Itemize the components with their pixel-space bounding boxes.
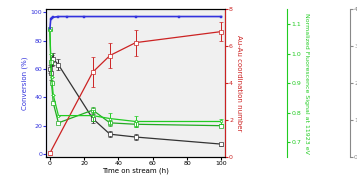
Y-axis label: Conversion (%): Conversion (%) [21, 56, 28, 110]
Y-axis label: Normalized Fluorescence Signal at 11923 eV: Normalized Fluorescence Signal at 11923 … [304, 13, 309, 154]
Y-axis label: Au-Au coordination number: Au-Au coordination number [236, 35, 242, 131]
X-axis label: Time on stream (h): Time on stream (h) [102, 167, 169, 174]
